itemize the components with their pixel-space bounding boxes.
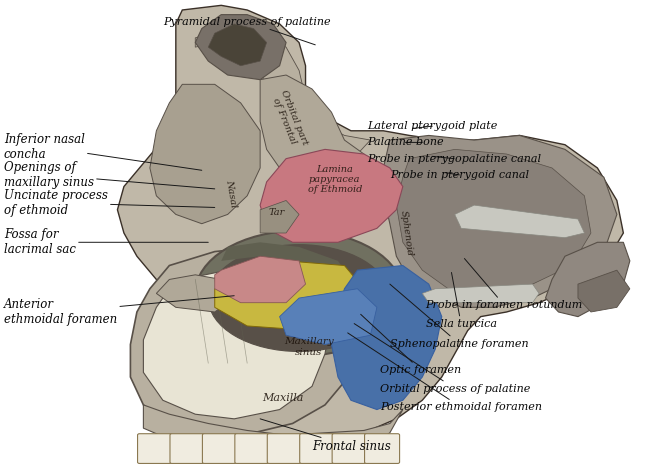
Text: Openings of
maxillary sinus: Openings of maxillary sinus <box>4 161 214 189</box>
Polygon shape <box>221 242 344 270</box>
Polygon shape <box>260 150 403 242</box>
Polygon shape <box>144 270 332 419</box>
Text: Maxilla: Maxilla <box>262 393 304 403</box>
Polygon shape <box>455 205 584 238</box>
Polygon shape <box>195 14 286 80</box>
Text: Maxillary
sinus: Maxillary sinus <box>284 337 333 356</box>
Text: Pyramidal process of palatine: Pyramidal process of palatine <box>163 17 331 45</box>
FancyBboxPatch shape <box>138 434 173 464</box>
Ellipse shape <box>208 245 390 351</box>
Polygon shape <box>214 256 306 303</box>
Polygon shape <box>208 24 266 66</box>
Text: Inferior nasal
concha: Inferior nasal concha <box>4 133 202 170</box>
Polygon shape <box>150 84 260 224</box>
FancyBboxPatch shape <box>300 434 335 464</box>
Text: Probe in pterygoid canal: Probe in pterygoid canal <box>390 170 529 180</box>
Text: Sella turcica: Sella turcica <box>426 273 497 329</box>
Polygon shape <box>384 136 617 308</box>
Polygon shape <box>260 75 370 196</box>
Polygon shape <box>260 200 299 233</box>
Text: Probe in foramen rotundum: Probe in foramen rotundum <box>426 259 583 310</box>
Text: Nasal: Nasal <box>224 179 238 208</box>
Text: Optic foramen: Optic foramen <box>361 314 462 375</box>
Text: Orbital process of palatine: Orbital process of palatine <box>354 323 530 394</box>
Polygon shape <box>131 247 358 433</box>
Polygon shape <box>118 5 623 452</box>
Polygon shape <box>396 150 591 294</box>
FancyBboxPatch shape <box>332 434 367 464</box>
Text: Lateral pterygoid plate: Lateral pterygoid plate <box>367 121 497 131</box>
Text: Sphenopalatine foramen: Sphenopalatine foramen <box>390 284 528 349</box>
FancyBboxPatch shape <box>235 434 270 464</box>
Text: Lamina
papyracea
of Ethmoid: Lamina papyracea of Ethmoid <box>307 164 362 194</box>
Text: Fossa for
lacrimal sac: Fossa for lacrimal sac <box>4 228 208 256</box>
Ellipse shape <box>195 231 403 356</box>
Polygon shape <box>144 405 403 461</box>
FancyBboxPatch shape <box>202 434 237 464</box>
Polygon shape <box>422 284 539 303</box>
Text: Frontal sinus: Frontal sinus <box>260 419 391 453</box>
Polygon shape <box>195 28 370 154</box>
Polygon shape <box>280 289 377 344</box>
Text: Posterior ethmoidal foramen: Posterior ethmoidal foramen <box>348 333 542 412</box>
Text: Palatine bone: Palatine bone <box>367 137 444 147</box>
FancyBboxPatch shape <box>267 434 302 464</box>
Polygon shape <box>578 270 630 312</box>
Polygon shape <box>157 275 234 312</box>
Text: Probe in pterygopalatine canal: Probe in pterygopalatine canal <box>367 154 541 164</box>
FancyBboxPatch shape <box>170 434 205 464</box>
Text: Orbital part
of Frontal: Orbital part of Frontal <box>269 89 309 150</box>
Text: Sphenoid: Sphenoid <box>398 209 414 257</box>
Text: Tar: Tar <box>268 207 285 217</box>
Text: Uncinate process
of ethmoid: Uncinate process of ethmoid <box>4 189 214 217</box>
Polygon shape <box>332 266 442 410</box>
FancyBboxPatch shape <box>365 434 400 464</box>
Text: Anterior
ethmoidal foramen: Anterior ethmoidal foramen <box>4 296 234 326</box>
Polygon shape <box>214 261 364 330</box>
Polygon shape <box>545 242 630 316</box>
